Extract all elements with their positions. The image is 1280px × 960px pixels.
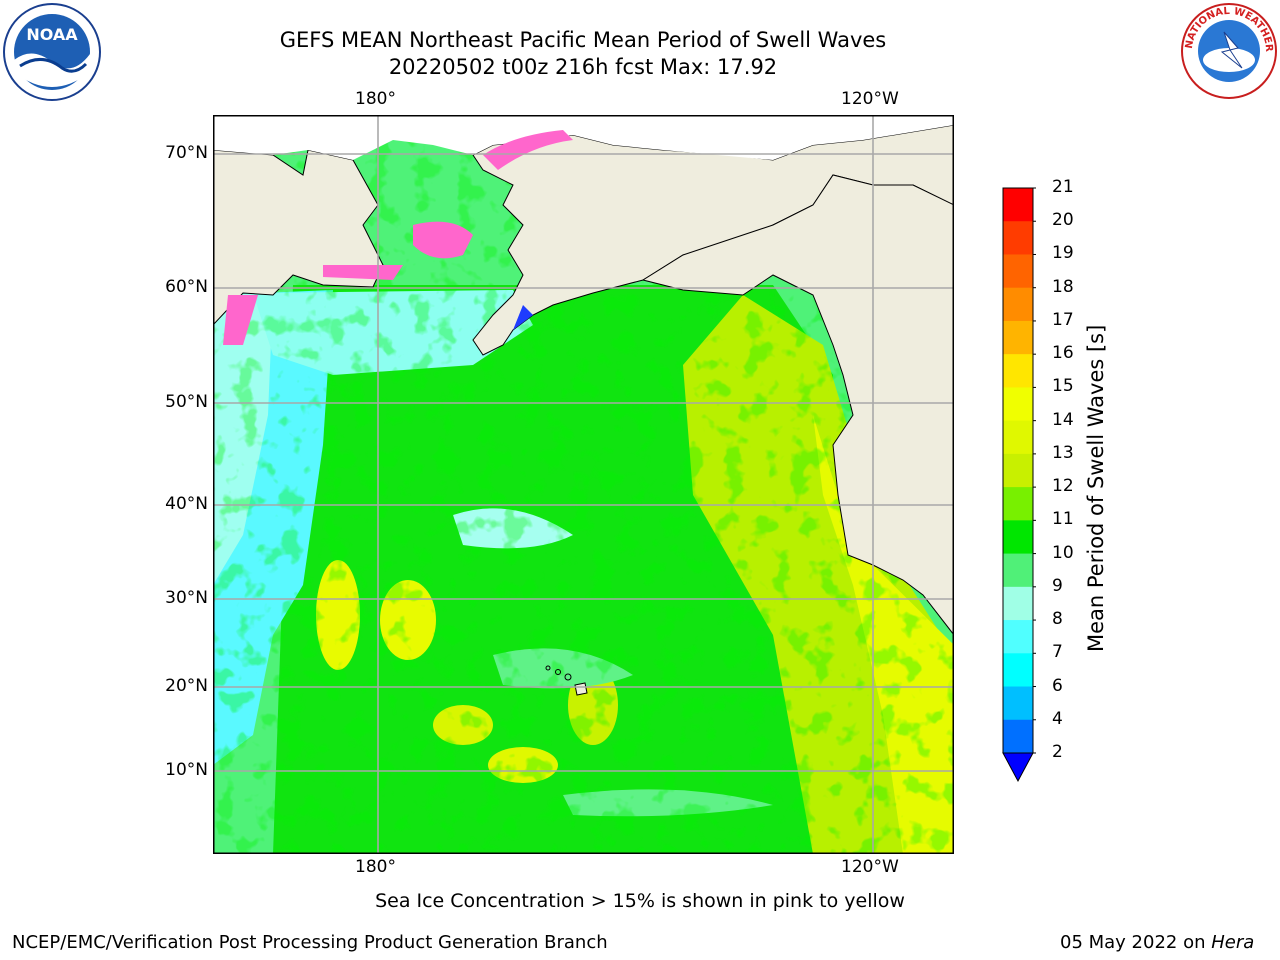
lon-label-bottom-120w: 120°W: [841, 857, 899, 877]
colorbar-extend-arrow: [1002, 752, 1034, 783]
colorbar: [1000, 186, 1038, 786]
noaa-logo-text: NOAA: [26, 25, 78, 44]
footer-date: 05 May 2022 on Hera: [1060, 932, 1254, 953]
colorbar-segment: [1003, 354, 1033, 388]
colorbar-tick-label: 11: [1052, 509, 1074, 530]
colorbar-segment: [1003, 620, 1033, 654]
colorbar-label: Mean Period of Swell Waves [s]: [1084, 324, 1108, 652]
lat-label-50n: 50°N: [165, 392, 208, 412]
lat-label-10n: 10°N: [165, 760, 208, 780]
lon-label-bottom-180: 180°: [355, 857, 396, 877]
sea-ice-fringe-3: [323, 265, 403, 280]
colorbar-segment: [1003, 719, 1033, 754]
sea-ice-fringe-2: [413, 221, 473, 259]
hawaii-island-3: [564, 673, 572, 681]
colorbar-segment: [1003, 221, 1033, 255]
colorbar-svg: [1002, 187, 1038, 783]
colorbar-tick-label: 12: [1052, 476, 1074, 497]
sea-ice-fringe-4: [223, 295, 258, 345]
footer-date-text: 05 May 2022 on: [1060, 932, 1212, 953]
graticule: [213, 115, 954, 854]
colorbar-segment: [1003, 453, 1033, 488]
colorbar-segment: [1003, 320, 1033, 355]
lat-label-70n: 70°N: [165, 143, 208, 163]
colorbar-segment: [1003, 686, 1033, 721]
map-frame: [213, 115, 954, 854]
lat-label-30n: 30°N: [165, 588, 208, 608]
colorbar-tick-label: 15: [1052, 376, 1074, 397]
colorbar-tick-label: 21: [1052, 177, 1074, 197]
hawaii-island-1: [545, 665, 551, 671]
lon-label-top-180: 180°: [355, 89, 396, 109]
colorbar-segment: [1003, 188, 1033, 222]
map-svg: [213, 115, 954, 854]
colorbar-tick-label: 7: [1052, 642, 1063, 663]
footer-machine: Hera: [1211, 932, 1255, 953]
colorbar-segment: [1003, 586, 1033, 621]
chart-subtitle: 20220502 t00z 216h fcst Max: 17.92: [388, 55, 778, 79]
colorbar-tick-label: 8: [1052, 609, 1063, 630]
lat-label-20n: 20°N: [165, 676, 208, 696]
sea-ice-note: Sea Ice Concentration > 15% is shown in …: [375, 890, 905, 912]
colorbar-segment: [1003, 487, 1033, 521]
hawaii-island-2: [555, 669, 561, 675]
noaa-logo: NOAA: [2, 2, 102, 102]
colorbar-segment: [1003, 420, 1033, 455]
colorbar-tick-label: 16: [1052, 343, 1074, 364]
footer-org: NCEP/EMC/Verification Post Processing Pr…: [12, 932, 608, 953]
colorbar-tick-label: 19: [1052, 243, 1074, 264]
colorbar-segment: [1003, 287, 1033, 322]
colorbar-tick-label: 13: [1052, 442, 1074, 463]
hawaii-island-big: [574, 682, 588, 696]
lat-label-40n: 40°N: [165, 494, 208, 514]
arctic-sea-ice-area: [213, 115, 954, 160]
colorbar-tick-label: 6: [1052, 675, 1063, 696]
colorbar-segment: [1003, 653, 1033, 688]
colorbar-tick-label: 9: [1052, 575, 1063, 596]
swell-region-blue: [513, 305, 533, 330]
lat-label-60n: 60°N: [165, 277, 208, 297]
colorbar-segment: [1003, 520, 1033, 555]
colorbar-segment: [1003, 553, 1033, 588]
colorbar-tick-label: 4: [1052, 708, 1063, 729]
colorbar-tick-label: 2: [1052, 742, 1063, 762]
colorbar-segment: [1003, 254, 1033, 289]
colorbar-segment: [1003, 387, 1033, 422]
lon-label-top-120w: 120°W: [841, 89, 899, 109]
chart-title: GEFS MEAN Northeast Pacific Mean Period …: [279, 28, 887, 52]
colorbar-tick-label: 14: [1052, 409, 1074, 430]
colorbar-tick-label: 20: [1052, 210, 1074, 231]
sea-ice-fringe-1: [483, 130, 573, 170]
nws-logo: NATIONAL WEATHER SERVICE: [1176, 0, 1278, 100]
map-panel: [213, 115, 954, 854]
colorbar-outline: [1002, 187, 1034, 754]
colorbar-tick-label: 17: [1052, 309, 1074, 330]
colorbar-tick-label: 10: [1052, 542, 1074, 563]
colorbar-tick-label: 18: [1052, 276, 1074, 297]
